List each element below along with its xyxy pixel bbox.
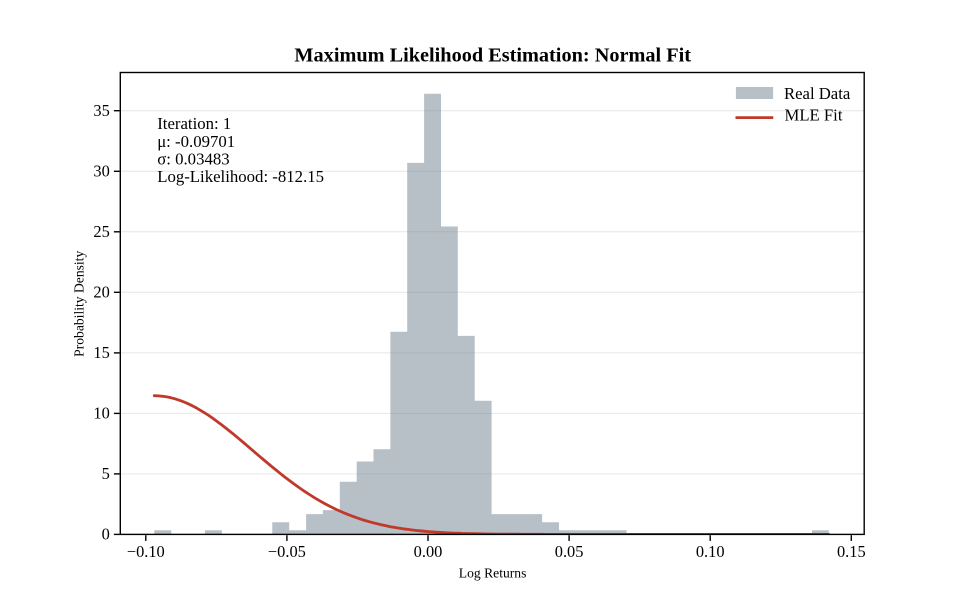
svg-text:μ: -0.09701: μ: -0.09701 [157,132,235,151]
svg-text:15: 15 [93,343,109,362]
svg-text:0.15: 0.15 [837,542,866,561]
svg-text:Real Data: Real Data [784,84,851,103]
svg-text:5: 5 [102,464,110,483]
svg-text:−0.05: −0.05 [268,542,306,561]
svg-text:35: 35 [93,101,109,120]
svg-text:−0.10: −0.10 [127,542,165,561]
svg-text:Iteration: 1: Iteration: 1 [157,114,231,133]
svg-text:0.10: 0.10 [696,542,725,561]
svg-text:20: 20 [93,283,109,302]
svg-text:MLE Fit: MLE Fit [785,106,843,125]
svg-text:0.05: 0.05 [555,542,584,561]
svg-text:Probability Density: Probability Density [72,251,87,357]
svg-text:30: 30 [93,162,109,181]
svg-text:0.00: 0.00 [414,542,443,561]
svg-text:25: 25 [93,222,109,241]
svg-text:Log Returns: Log Returns [459,565,527,580]
svg-text:σ: 0.03483: σ: 0.03483 [157,149,229,168]
svg-text:Log-Likelihood: -812.15: Log-Likelihood: -812.15 [157,167,324,186]
svg-text:Maximum Likelihood Estimation:: Maximum Likelihood Estimation: Normal Fi… [294,44,691,66]
svg-text:10: 10 [93,404,109,423]
svg-text:0: 0 [102,525,110,544]
